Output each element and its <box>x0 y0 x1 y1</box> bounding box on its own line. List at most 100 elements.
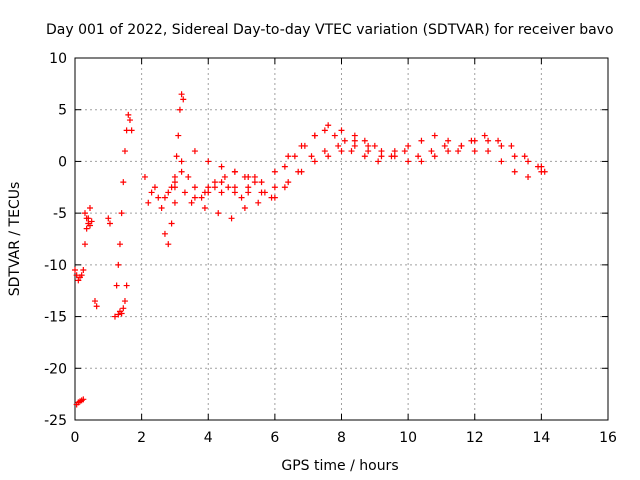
y-tick-label: 10 <box>49 51 67 67</box>
data-point <box>338 148 345 155</box>
data-point <box>285 153 292 160</box>
data-point <box>191 194 198 201</box>
y-tick-label: 5 <box>58 103 67 119</box>
data-point <box>485 148 492 155</box>
data-point <box>205 184 212 191</box>
data-point <box>365 142 372 149</box>
data-point <box>155 194 162 201</box>
data-point <box>251 173 258 180</box>
data-point <box>535 163 542 170</box>
data-point <box>351 137 358 144</box>
data-point <box>211 179 218 186</box>
grid-lines <box>75 58 608 420</box>
data-point <box>86 204 93 211</box>
y-tick-label: -5 <box>53 206 67 222</box>
data-point <box>91 298 98 305</box>
data-point <box>211 184 218 191</box>
data-point <box>176 106 183 113</box>
data-point <box>495 137 502 144</box>
data-point <box>141 173 148 180</box>
data-point <box>120 305 127 312</box>
data-point <box>215 210 222 217</box>
data-point <box>508 142 515 149</box>
data-point <box>225 184 232 191</box>
data-point <box>180 96 187 103</box>
y-tick-label: -25 <box>44 413 67 429</box>
data-point <box>525 158 532 165</box>
data-point <box>365 148 372 155</box>
y-tick-label: 0 <box>58 154 67 170</box>
data-point <box>378 153 385 160</box>
data-point <box>181 189 188 196</box>
data-point <box>538 168 545 175</box>
data-point <box>348 148 355 155</box>
data-point <box>321 127 328 134</box>
data-point <box>231 189 238 196</box>
data-point <box>118 210 125 217</box>
x-tick-label: 16 <box>599 430 617 446</box>
data-point <box>151 184 158 191</box>
data-point <box>88 218 95 225</box>
axis-ticks <box>74 57 609 421</box>
data-point <box>415 153 422 160</box>
data-point <box>231 184 238 191</box>
data-point <box>78 272 85 279</box>
data-point <box>118 310 125 317</box>
data-point <box>165 189 172 196</box>
x-tick-label: 12 <box>466 430 484 446</box>
x-tick-label: 2 <box>137 430 146 446</box>
data-point <box>198 194 205 201</box>
data-points <box>72 91 548 408</box>
data-point <box>116 241 123 248</box>
data-point <box>291 153 298 160</box>
data-point <box>271 168 278 175</box>
data-point <box>168 220 175 227</box>
x-tick-label: 4 <box>204 430 213 446</box>
data-point <box>481 132 488 139</box>
data-point <box>325 153 332 160</box>
data-point <box>111 313 118 320</box>
data-point <box>285 179 292 186</box>
data-point <box>218 189 225 196</box>
data-point <box>86 222 93 229</box>
data-point <box>205 158 212 165</box>
data-point <box>418 137 425 144</box>
data-point <box>228 215 235 222</box>
data-point <box>178 91 185 98</box>
data-point <box>81 241 88 248</box>
data-point <box>165 241 172 248</box>
data-point <box>375 158 382 165</box>
x-axis-label: GPS time / hours <box>281 458 398 474</box>
data-point <box>351 132 358 139</box>
data-point <box>485 137 492 144</box>
data-point <box>128 127 135 134</box>
data-point <box>361 153 368 160</box>
data-point <box>445 148 452 155</box>
x-tick-label: 6 <box>270 430 279 446</box>
data-point <box>371 142 378 149</box>
data-point <box>325 122 332 129</box>
data-point <box>241 204 248 211</box>
data-point <box>335 142 342 149</box>
data-point <box>221 173 228 180</box>
data-point <box>173 153 180 160</box>
data-point <box>401 148 408 155</box>
data-point <box>298 142 305 149</box>
data-point <box>258 189 265 196</box>
data-point <box>106 220 113 227</box>
data-point <box>145 199 152 206</box>
data-point <box>378 148 385 155</box>
data-point <box>115 311 122 318</box>
x-tick-label: 8 <box>337 430 346 446</box>
data-point <box>231 168 238 175</box>
data-point <box>251 179 258 186</box>
data-point <box>201 204 208 211</box>
x-tick-label: 0 <box>71 430 80 446</box>
x-tick-labels: 0 2 4 6 8 10 12 14 16 <box>71 430 617 446</box>
data-point <box>126 117 133 124</box>
data-point <box>238 194 245 201</box>
data-point <box>80 267 87 274</box>
data-point <box>311 132 318 139</box>
data-point <box>311 158 318 165</box>
